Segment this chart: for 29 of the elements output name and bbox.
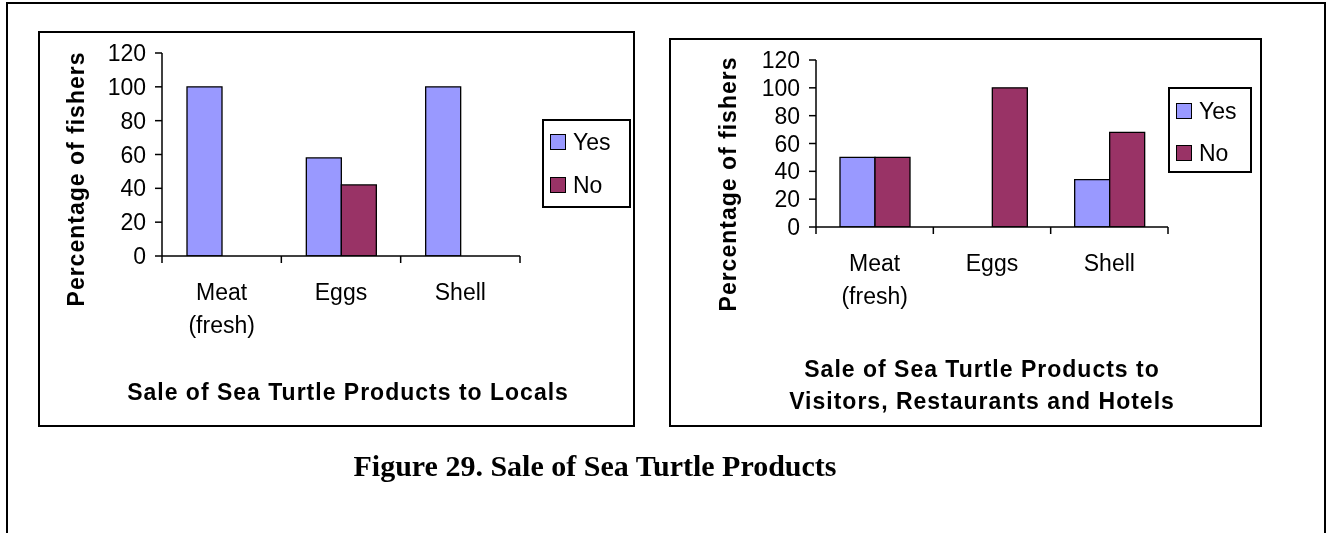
y-tick-label: 20 (120, 209, 146, 236)
y-tick-label: 100 (107, 74, 146, 100)
y-tick-label: 40 (120, 175, 146, 202)
x-tick-label: Meat (fresh) (188, 279, 255, 339)
text: Sale of Sea Turtle Products to Locals (126, 378, 570, 407)
x-tick-label: Eggs (965, 250, 1019, 277)
y-tick-label: 20 (774, 186, 800, 213)
y-tick-label: 120 (761, 47, 800, 74)
x-tick-label: Eggs (314, 279, 368, 306)
legend-label: Yes (573, 128, 611, 156)
y-axis-title: Percentage of fishers (62, 51, 90, 307)
x-tick-label: Shell (1083, 250, 1135, 277)
y-tick-label: 80 (774, 102, 800, 129)
y-tick-label: 100 (761, 75, 800, 101)
y-axis-title: Percentage of fishers (714, 56, 742, 312)
legend-label: No (1199, 139, 1229, 167)
caption: Figure 29. Sale of Sea Turtle Products (352, 449, 838, 483)
y-tick-label: 40 (774, 158, 800, 185)
x-tick-label: Shell (434, 279, 486, 306)
y-tick-label: 0 (787, 214, 800, 241)
y-tick-label: 0 (133, 243, 146, 270)
legend-label: No (573, 171, 603, 199)
y-tick-label: 60 (774, 130, 800, 157)
legend-label: Yes (1199, 97, 1237, 125)
text: Sale of Sea Turtle Products to Visitors, Restaurants and Hotels (788, 355, 1176, 416)
y-tick-label: 60 (120, 141, 146, 168)
x-tick-label: Meat (fresh) (841, 250, 908, 310)
y-tick-label: 80 (120, 107, 146, 134)
y-tick-label: 120 (107, 40, 146, 67)
